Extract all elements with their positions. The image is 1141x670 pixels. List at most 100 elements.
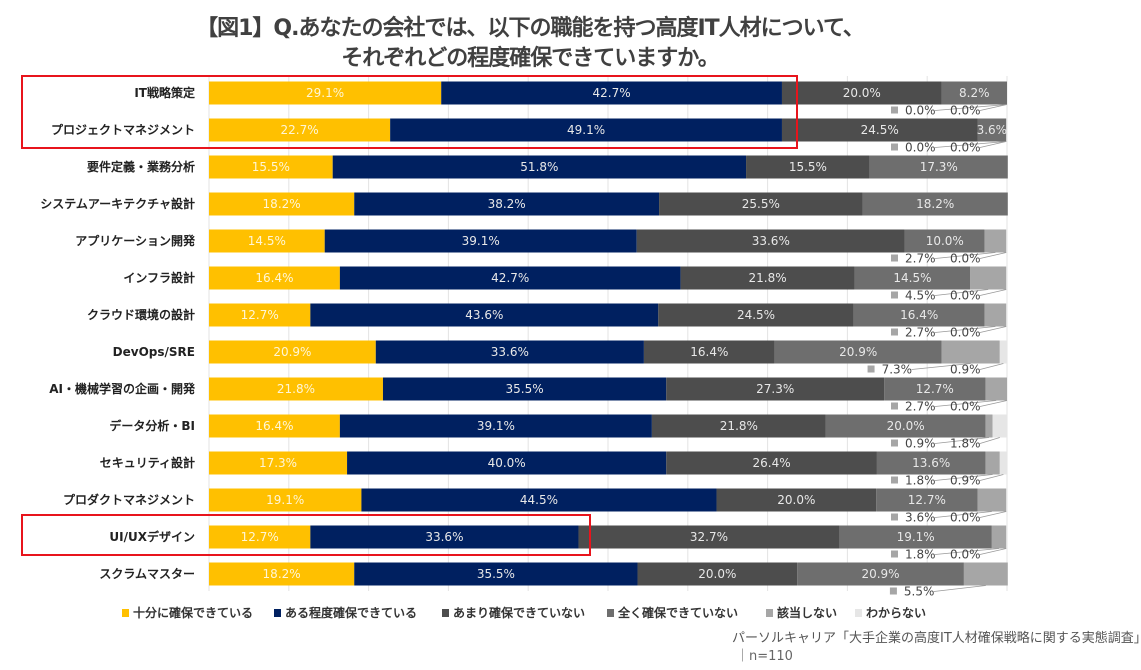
bar-segment [716,488,877,512]
leader-line [979,141,1007,148]
data-label: 16.4% [255,419,293,433]
callout-label: 0.9% [950,474,981,488]
leader-line [911,363,971,370]
data-label: 18.2% [263,197,301,211]
category-label: インフラ設計 [123,270,195,285]
bar-segment [984,229,1007,253]
leader-line [979,474,1004,481]
legend-label: 十分に確保できている [133,605,253,620]
leader-line [979,289,1007,296]
data-label: 22.7% [281,123,319,137]
bar-segment [941,340,1000,364]
legend-marker-callout [891,254,898,262]
legend-swatch [442,609,449,617]
leader-line [979,548,1007,555]
leader-line [933,585,986,592]
data-label: 33.6% [425,530,463,544]
bar-segment [666,451,877,475]
data-label: 32.7% [690,530,728,544]
category-label: スクラムマスター [99,567,195,581]
data-label: 12.7% [241,308,279,322]
data-label: 40.0% [488,456,526,470]
callout-label: 0.0% [950,511,981,525]
data-label: 25.5% [742,197,780,211]
bar-segment [746,155,870,179]
bar-segment [347,451,667,475]
callout-label: 1.8% [905,474,936,488]
data-label: 43.6% [465,308,503,322]
leader-line [934,326,996,333]
data-label: 12.7% [241,530,279,544]
bar-segment [354,192,660,216]
data-label: 51.8% [520,160,558,174]
legend-swatch [122,609,129,617]
bar-segment [209,377,383,401]
callout-label: 0.0% [905,141,936,155]
callout-label: 0.0% [905,104,936,118]
bar-segment [209,155,333,179]
bar-segment [209,340,376,364]
data-label: 15.5% [252,160,290,174]
callout-label: 2.7% [905,400,936,414]
callout-label: 0.9% [905,437,936,451]
legend-swatch [855,609,862,617]
category-label: AI・機械学習の企画・開発 [49,381,196,396]
bar-segment [853,303,985,327]
leader-line [979,363,1004,370]
bar-segment [658,303,854,327]
bar-segment [382,377,667,401]
bar-segment [209,488,362,512]
legend-marker-callout [891,476,898,484]
bar-segment [209,81,442,105]
data-label: 13.6% [912,456,950,470]
leader-line [979,511,1007,518]
bar-segment [825,414,986,438]
data-label: 26.4% [753,456,791,470]
legend-marker-callout [891,550,898,558]
highlight-box [21,514,591,556]
bar-segment [209,266,340,290]
legend-marker-callout [889,587,897,595]
bar-segment [390,118,782,142]
bar-segment [985,377,1007,401]
bar-segment [651,414,826,438]
data-label: 42.7% [593,86,631,100]
bar-segment [839,525,992,549]
category-label: セキュリティ設計 [100,455,195,470]
chart-title: 【図1】Q.あなたの会社では、以下の職能を持つ高度IT人材について、 それぞれど… [0,14,1060,74]
legend-marker-callout [891,402,898,410]
legend-marker-callout [891,439,898,447]
data-label: 19.1% [266,493,304,507]
bar-segment [999,451,1007,475]
leader-line [979,400,1008,407]
leader-line [934,104,1008,111]
bar-segment [578,525,840,549]
bar-segment [999,340,1007,364]
source-note: パーソルキャリア「大手企業の高度IT人材確保戦略に関する実態調査」 ｜n=110 [732,630,1141,666]
data-label: 42.7% [491,271,529,285]
bar-segment [884,377,986,401]
bar-segment [209,414,340,438]
callout-label: 0.0% [950,289,981,303]
legend-marker-callout [891,513,898,521]
legend-marker-callout [891,143,898,151]
legend-swatch [766,609,773,617]
bar-segment [332,155,747,179]
data-label: 20.9% [861,567,899,581]
data-label: 20.0% [777,493,815,507]
callout-label: 0.9% [950,363,981,377]
bar-segment [977,118,1007,142]
bar-segment [985,451,1000,475]
callout-label: 2.7% [905,326,936,340]
callout-label: 3.6% [905,511,936,525]
bar-segment [797,562,964,586]
legend-marker-callout [891,106,898,114]
data-label: 27.3% [756,382,794,396]
bar-segment [339,266,681,290]
bar-segment [904,229,985,253]
bar-segment [991,525,1007,549]
legend-label: わからない [866,606,926,620]
data-label: 33.6% [491,345,529,359]
category-label: プロジェクトマネジメント [51,122,195,137]
data-label: 29.1% [306,86,344,100]
